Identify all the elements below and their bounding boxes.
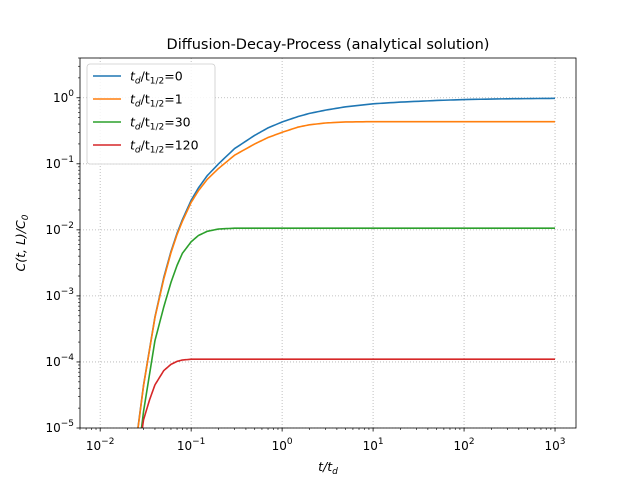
y-axis: 10−5 10−4 10−3 10−2 10−1 100 bbox=[45, 57, 80, 435]
x-axis-label-main: t/t bbox=[318, 459, 333, 474]
x-tick-label: 101 bbox=[363, 437, 384, 453]
y-tick-label: 10−2 bbox=[45, 221, 74, 237]
x-axis: 10−2 10−1 100 101 102 103 bbox=[79, 428, 566, 453]
x-tick-label: 102 bbox=[454, 437, 475, 453]
legend-label-4: td/t1/2=120 bbox=[130, 138, 199, 156]
y-axis-label: C(t, L)/C0 bbox=[13, 214, 31, 271]
y-tick-label: 100 bbox=[53, 89, 74, 105]
y-tick-label: 10−4 bbox=[45, 353, 74, 369]
y-tick-label: 10−3 bbox=[45, 287, 74, 303]
y-axis-label-main: C(t, L)/C bbox=[13, 220, 28, 272]
chart-title: Diffusion-Decay-Process (analytical solu… bbox=[167, 37, 490, 53]
legend-label-2: td/t1/2=1 bbox=[130, 92, 183, 110]
x-axis-label-sub: d bbox=[332, 467, 338, 477]
x-tick-label: 100 bbox=[272, 437, 293, 453]
series-line-3 bbox=[140, 227, 556, 428]
legend-box bbox=[86, 63, 216, 165]
x-tick-label: 103 bbox=[545, 437, 566, 453]
series-line-4 bbox=[141, 358, 556, 428]
plot-frame bbox=[79, 57, 577, 429]
legend: td/t1/2=0 td/t1/2=1 td/t1/2=30 td/t1/2=120 bbox=[86, 63, 216, 165]
legend-label-3: td/t1/2=30 bbox=[130, 115, 191, 133]
x-axis-label: t/td bbox=[318, 459, 338, 477]
y-tick-label: 10−5 bbox=[45, 419, 74, 435]
x-tick-label: 10−2 bbox=[86, 437, 115, 453]
series-layer bbox=[137, 97, 556, 428]
legend-label-1: td/t1/2=0 bbox=[130, 69, 183, 87]
y-tick-label: 10−1 bbox=[45, 155, 74, 171]
y-axis-label-sub: 0 bbox=[21, 214, 31, 220]
x-tick-label: 10−1 bbox=[177, 437, 206, 453]
series-line-2 bbox=[137, 120, 556, 428]
